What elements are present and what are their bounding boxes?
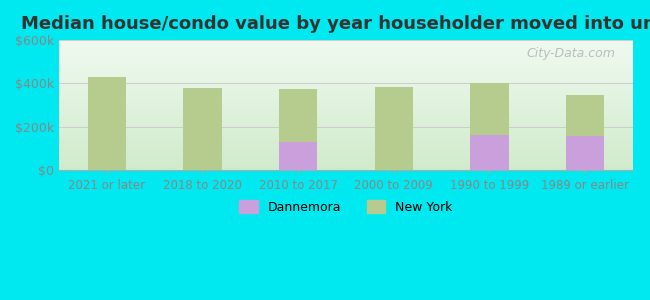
Bar bbox=[88, 76, 126, 170]
Bar bbox=[471, 83, 508, 170]
Bar bbox=[279, 142, 317, 170]
Legend: Dannemora, New York: Dannemora, New York bbox=[234, 195, 458, 219]
Bar bbox=[566, 95, 604, 170]
Bar bbox=[279, 89, 317, 170]
Bar bbox=[471, 135, 508, 170]
Title: Median house/condo value by year householder moved into unit: Median house/condo value by year househo… bbox=[21, 15, 650, 33]
Bar bbox=[183, 88, 222, 170]
Bar bbox=[374, 87, 413, 170]
Text: City-Data.com: City-Data.com bbox=[527, 46, 616, 60]
Bar bbox=[566, 136, 604, 170]
